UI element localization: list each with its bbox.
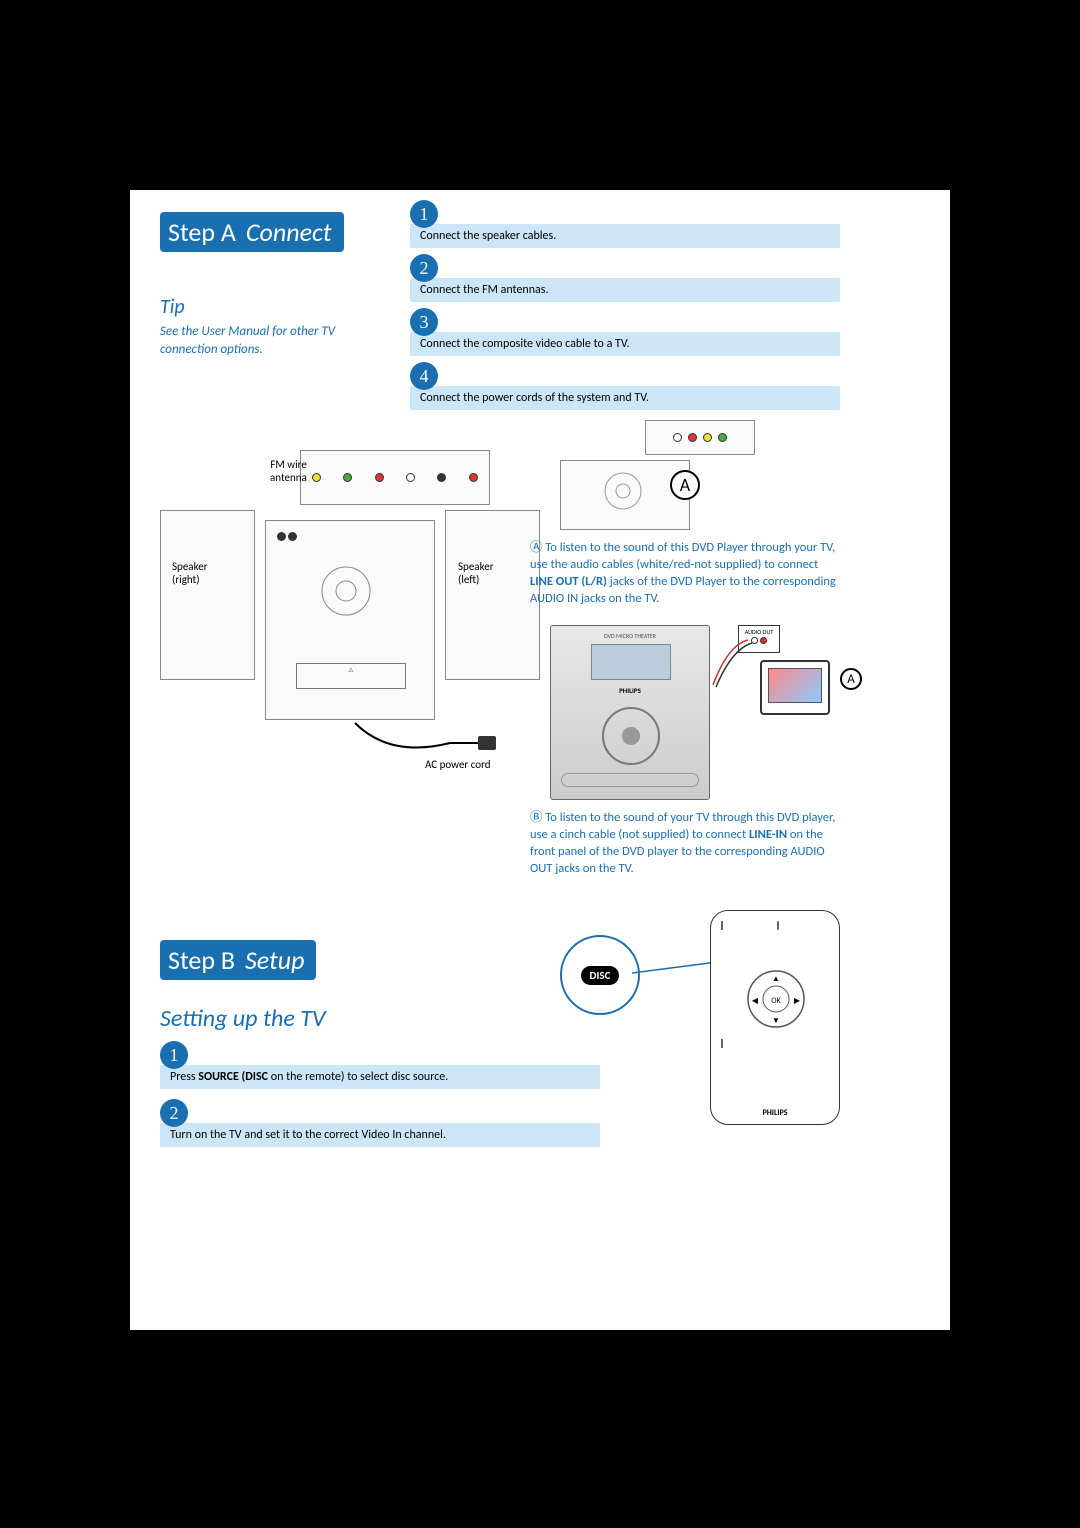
remote-btn — [721, 1039, 723, 1048]
tv-screen-icon — [768, 668, 822, 703]
step-text-4: Connect the power cords of the system an… — [410, 386, 840, 410]
speaker-left-box — [445, 510, 540, 680]
step-text-2: Connect the FM antennas. — [410, 278, 840, 302]
step-number-4: 4 — [410, 362, 438, 390]
unit-back-panel: ⚠ — [265, 520, 435, 720]
setup-2-pre: Turn on the TV and set it to the correct… — [170, 1128, 446, 1142]
step-text-3: Connect the composite video cable to a T… — [410, 332, 840, 356]
step-b-section: Step B Setup Setting up the TV 1 Press S… — [160, 940, 600, 1157]
remote-body: OK ▲ ▼ ◀ ▶ — [710, 910, 840, 1125]
svg-text:▼: ▼ — [772, 1016, 780, 1026]
tip-title: Tip — [160, 295, 380, 319]
step-a-section: Step A Connect — [160, 212, 344, 262]
connect-step-1: 1 Connect the speaker cables. — [410, 200, 840, 248]
step-b-header: Step B Setup — [160, 940, 316, 980]
speaker-right-box — [160, 510, 255, 680]
step-a-label: Step A — [168, 216, 236, 248]
setup-1-post: on the remote) to select disc source. — [268, 1070, 448, 1084]
setup-text-1: Press SOURCE (DISC on the remote) to sel… — [160, 1065, 600, 1089]
fm-antenna-label: FM wire antenna — [270, 458, 307, 484]
disc-callout-circle: DISC — [560, 935, 640, 1015]
setup-number-1: 1 — [160, 1041, 188, 1069]
setup-step-2: 2 Turn on the TV and set it to the corre… — [160, 1099, 600, 1147]
rear-jack-panel — [300, 450, 490, 505]
connect-step-4: 4 Connect the power cords of the system … — [410, 362, 840, 410]
note-b-bold: LINE-IN — [749, 827, 787, 842]
callout-a-letter: A — [680, 474, 690, 496]
step-number-3: 3 — [410, 308, 438, 336]
connect-steps: 1 Connect the speaker cables. 2 Connect … — [410, 200, 840, 416]
svg-text:◀: ◀ — [752, 996, 759, 1006]
disc-pill: DISC — [581, 966, 620, 985]
speaker-right-label: Speaker (right) — [172, 560, 208, 586]
remote-btn — [777, 921, 779, 930]
callout-a-circle: A — [670, 470, 700, 500]
step-number-2: 2 — [410, 254, 438, 282]
step-a-header: Step A Connect — [160, 212, 344, 252]
svg-text:▶: ▶ — [794, 996, 801, 1006]
remote-btn — [721, 921, 723, 930]
step-b-label: Step B — [168, 944, 235, 976]
remote-diagram: DISC OK — [560, 910, 850, 1130]
step-a-name: Connect — [246, 216, 332, 248]
callout-a2-letter: A — [847, 672, 855, 687]
speaker-left-label: Speaker (left) — [458, 560, 494, 586]
tv-back-small — [560, 460, 690, 530]
step-number-1: 1 — [410, 200, 438, 228]
manual-page: Step A Connect Tip See the User Manual f… — [130, 190, 950, 1330]
callout-a2-circle: A — [840, 668, 862, 690]
setup-1-bold: SOURCE (DISC — [198, 1070, 268, 1084]
tv-jack-strip — [645, 420, 755, 455]
note-a: Ⓐ To listen to the sound of this DVD Pla… — [530, 540, 840, 608]
callout-line — [632, 958, 722, 988]
tip-text: See the User Manual for other TV connect… — [160, 323, 380, 358]
setup-steps: 1 Press SOURCE (DISC on the remote) to s… — [160, 1041, 600, 1147]
setup-1-pre: Press — [170, 1070, 198, 1084]
note-a-bold: LINE OUT (L/R) — [530, 574, 607, 589]
setup-step-1: 1 Press SOURCE (DISC on the remote) to s… — [160, 1041, 600, 1089]
remote-ok-label: OK — [771, 996, 781, 1006]
note-a-pre: Ⓐ To listen to the sound of this DVD Pla… — [530, 540, 835, 572]
setup-subheading: Setting up the TV — [160, 1004, 600, 1033]
remote-brand: PHILIPS — [711, 1108, 839, 1118]
tv-front-small — [760, 660, 830, 715]
tip-block: Tip See the User Manual for other TV con… — [160, 295, 380, 358]
dvd-player-front: DVD MICRO THEATER PHILIPS — [550, 625, 710, 800]
connect-step-3: 3 Connect the composite video cable to a… — [410, 308, 840, 356]
note-b: Ⓑ To listen to the sound of your TV thro… — [530, 810, 840, 878]
ac-cord-label: AC power cord — [425, 758, 491, 771]
philips-brand: PHILIPS — [551, 686, 709, 695]
connect-step-2: 2 Connect the FM antennas. — [410, 254, 840, 302]
step-text-1: Connect the speaker cables. — [410, 224, 840, 248]
audio-cable-icon — [708, 635, 768, 695]
remote-dpad: OK ▲ ▼ ◀ ▶ — [746, 969, 806, 1029]
step-b-name: Setup — [245, 944, 304, 976]
svg-text:▲: ▲ — [772, 974, 780, 984]
setup-text-2: Turn on the TV and set it to the correct… — [160, 1123, 600, 1147]
setup-number-2: 2 — [160, 1099, 188, 1127]
